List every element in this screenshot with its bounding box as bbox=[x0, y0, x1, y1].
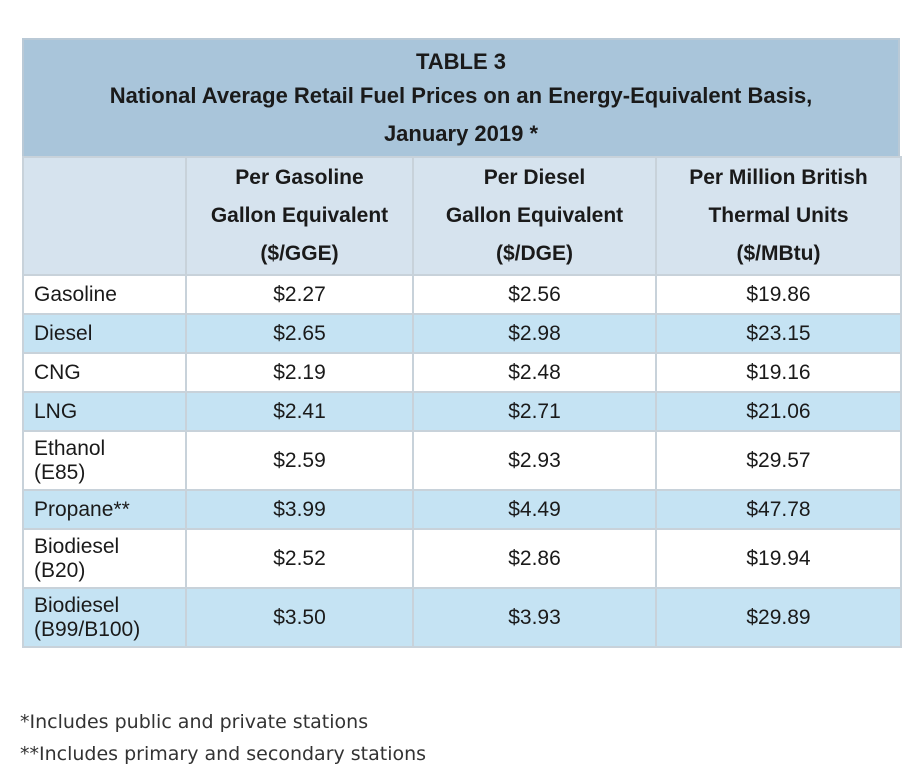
cell-gge: $2.59 bbox=[185, 430, 414, 491]
header-gge: Per Gasoline Gallon Equivalent ($/GGE) bbox=[185, 156, 414, 276]
table-row-gasoline: Gasoline $2.27 $2.56 $19.86 bbox=[22, 274, 902, 315]
cell-mbtu: $29.89 bbox=[655, 587, 902, 648]
row-label-line2: (B99/B100) bbox=[34, 617, 141, 641]
table-row-ethanol: Ethanol (E85) $2.59 $2.93 $29.57 bbox=[22, 430, 902, 491]
row-label: CNG bbox=[22, 352, 187, 393]
table-subtitle: January 2019 * bbox=[383, 121, 539, 146]
row-label: Biodiesel (B20) bbox=[22, 528, 187, 589]
cell-mbtu: $47.78 bbox=[655, 489, 902, 530]
header-mbtu-unit: ($/MBtu) bbox=[736, 242, 821, 265]
cell-dge: $2.48 bbox=[412, 352, 657, 393]
cell-dge: $2.86 bbox=[412, 528, 657, 589]
cell-dge: $3.93 bbox=[412, 587, 657, 648]
row-label-line1: Biodiesel bbox=[34, 593, 120, 617]
fuel-price-table: TABLE 3 National Average Retail Fuel Pri… bbox=[22, 38, 902, 648]
header-fuel-blank bbox=[22, 156, 187, 276]
price-grid: Per Gasoline Gallon Equivalent ($/GGE) P… bbox=[22, 156, 902, 648]
cell-gge: $2.27 bbox=[185, 274, 414, 315]
cell-gge: $3.50 bbox=[185, 587, 414, 648]
table-row-cng: CNG $2.19 $2.48 $19.16 bbox=[22, 352, 902, 393]
header-row: Per Gasoline Gallon Equivalent ($/GGE) P… bbox=[22, 156, 902, 276]
header-dge: Per Diesel Gallon Equivalent ($/DGE) bbox=[412, 156, 657, 276]
table-row-biodiesel-b100: Biodiesel (B99/B100) $3.50 $3.93 $29.89 bbox=[22, 587, 902, 648]
cell-dge: $2.93 bbox=[412, 430, 657, 491]
footnote-1: *Includes public and private stations bbox=[20, 711, 369, 733]
cell-gge: $3.99 bbox=[185, 489, 414, 530]
table-number: TABLE 3 bbox=[415, 49, 507, 74]
cell-mbtu: $29.57 bbox=[655, 430, 902, 491]
cell-mbtu: $19.94 bbox=[655, 528, 902, 589]
row-label-line1: Gasoline bbox=[34, 282, 117, 306]
row-label-line1: Ethanol bbox=[34, 436, 106, 460]
cell-dge: $2.98 bbox=[412, 313, 657, 354]
footnote-2: **Includes primary and secondary station… bbox=[20, 743, 427, 765]
header-dge-line2: Gallon Equivalent bbox=[445, 204, 624, 227]
row-label-line1: Diesel bbox=[34, 321, 93, 345]
footnotes: *Includes public and private stations **… bbox=[20, 706, 426, 770]
row-label-line2: (B20) bbox=[34, 558, 86, 582]
cell-gge: $2.65 bbox=[185, 313, 414, 354]
header-gge-unit: ($/GGE) bbox=[260, 242, 339, 265]
row-label-line1: Biodiesel bbox=[34, 534, 120, 558]
cell-dge: $2.56 bbox=[412, 274, 657, 315]
row-label-line1: Propane** bbox=[34, 497, 130, 521]
cell-gge: $2.19 bbox=[185, 352, 414, 393]
cell-mbtu: $19.16 bbox=[655, 352, 902, 393]
row-label: Biodiesel (B99/B100) bbox=[22, 587, 187, 648]
cell-mbtu: $23.15 bbox=[655, 313, 902, 354]
cell-dge: $2.71 bbox=[412, 391, 657, 432]
table-row-propane: Propane** $3.99 $4.49 $47.78 bbox=[22, 489, 902, 530]
row-label-line1: LNG bbox=[34, 399, 78, 423]
table-row-diesel: Diesel $2.65 $2.98 $23.15 bbox=[22, 313, 902, 354]
row-label: Diesel bbox=[22, 313, 187, 354]
header-dge-unit: ($/DGE) bbox=[495, 242, 573, 265]
cell-gge: $2.41 bbox=[185, 391, 414, 432]
header-dge-line1: Per Diesel bbox=[483, 166, 586, 189]
header-mbtu-line2: Thermal Units bbox=[708, 204, 849, 227]
table-title: National Average Retail Fuel Prices on a… bbox=[109, 83, 813, 108]
cell-gge: $2.52 bbox=[185, 528, 414, 589]
row-label-line2: (E85) bbox=[34, 460, 86, 484]
row-label: Gasoline bbox=[22, 274, 187, 315]
row-label: LNG bbox=[22, 391, 187, 432]
table-row-biodiesel-b20: Biodiesel (B20) $2.52 $2.86 $19.94 bbox=[22, 528, 902, 589]
header-mbtu-line1: Per Million British bbox=[689, 166, 868, 189]
header-mbtu: Per Million British Thermal Units ($/MBt… bbox=[655, 156, 902, 276]
table-row-lng: LNG $2.41 $2.71 $21.06 bbox=[22, 391, 902, 432]
cell-mbtu: $21.06 bbox=[655, 391, 902, 432]
cell-mbtu: $19.86 bbox=[655, 274, 902, 315]
header-gge-line2: Gallon Equivalent bbox=[210, 204, 389, 227]
row-label: Ethanol (E85) bbox=[22, 430, 187, 491]
header-gge-line1: Per Gasoline bbox=[235, 166, 364, 189]
cell-dge: $4.49 bbox=[412, 489, 657, 530]
row-label-line1: CNG bbox=[34, 360, 81, 384]
table-title-block: TABLE 3 National Average Retail Fuel Pri… bbox=[22, 38, 900, 156]
row-label: Propane** bbox=[22, 489, 187, 530]
